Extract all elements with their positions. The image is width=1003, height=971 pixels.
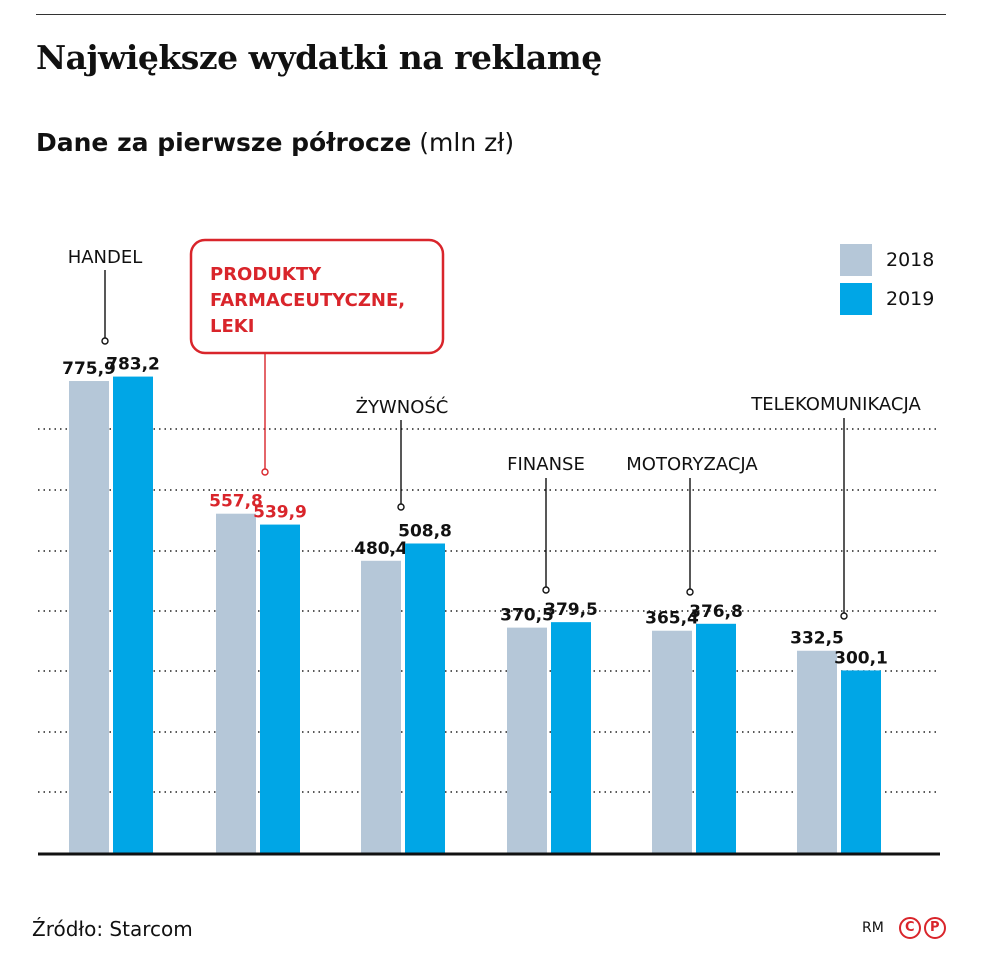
bar-2019-2 (260, 524, 300, 853)
value-label-2019-5: 376,8 (689, 602, 743, 622)
author-initials: RM (862, 920, 884, 936)
value-label-2018-3: 480,4 (354, 539, 408, 559)
top-rule (36, 14, 946, 15)
legend-item-2018: 2018 (840, 244, 934, 276)
highlight-callout-box (189, 238, 445, 355)
legend-label-2019: 2019 (886, 288, 935, 310)
category-label-5: MOTORYZACJA (626, 454, 758, 475)
bar-2019-1 (113, 376, 153, 853)
copyright-c-icon: C (898, 917, 921, 939)
value-label-2018-2: 557,8 (209, 492, 263, 512)
leader-dot-1 (101, 337, 109, 345)
leader-dot-2 (261, 468, 269, 476)
bar-2019-5 (696, 623, 736, 853)
category-label-1: HANDEL (68, 247, 143, 268)
category-label-2-line-1: PRODUKTY (210, 264, 322, 285)
value-label-2019-1: 783,2 (106, 355, 160, 375)
leader-dot-4 (542, 586, 550, 594)
category-label-2-line-2: FARMACEUTYCZNE, (210, 290, 405, 311)
legend-item-2019: 2019 (840, 283, 934, 315)
bar-2018-4 (507, 627, 547, 853)
leader-dot-6 (840, 612, 848, 620)
bar-2018-3 (361, 560, 401, 853)
subtitle-unit: (mln zł) (419, 128, 515, 157)
category-label-4: FINANSE (507, 454, 585, 475)
legend: 2018 2019 (840, 244, 934, 322)
category-label-2-line-3: LEKI (210, 316, 254, 337)
value-label-2019-3: 508,8 (398, 521, 452, 541)
source-note: Źródło: Starcom (32, 917, 193, 941)
category-label-3: ŻYWNOŚĆ (356, 396, 449, 418)
bar-2018-6 (797, 650, 837, 853)
bar-2019-3 (405, 543, 445, 853)
legend-swatch-2019 (840, 283, 872, 315)
credit: RM C P (862, 917, 946, 939)
leader-dot-3 (397, 503, 405, 511)
value-label-2019-6: 300,1 (834, 648, 888, 668)
value-label-2018-1: 775,9 (62, 359, 116, 379)
category-label-6: TELEKOMUNIKACJA (750, 394, 921, 415)
bar-2018-1 (69, 381, 109, 853)
value-label-2019-4: 379,5 (544, 600, 598, 620)
value-label-2018-6: 332,5 (790, 629, 844, 649)
legend-swatch-2018 (840, 244, 872, 276)
value-label-2018-5: 365,4 (645, 609, 699, 629)
chart-subtitle: Dane za pierwsze półrocze (mln zł) (36, 128, 514, 157)
legend-label-2018: 2018 (886, 249, 935, 271)
bar-2019-4 (551, 622, 591, 853)
bar-2018-5 (652, 630, 692, 853)
leader-dot-5 (686, 588, 694, 596)
value-label-2018-4: 370,5 (500, 606, 554, 626)
value-label-2019-2: 539,9 (253, 503, 307, 523)
bar-2018-2 (216, 513, 256, 853)
chart-title: Największe wydatki na reklamę (36, 38, 602, 77)
subtitle-main: Dane za pierwsze półrocze (36, 128, 412, 157)
bar-2019-6 (841, 670, 881, 853)
copyright-p-icon: P (923, 917, 946, 939)
